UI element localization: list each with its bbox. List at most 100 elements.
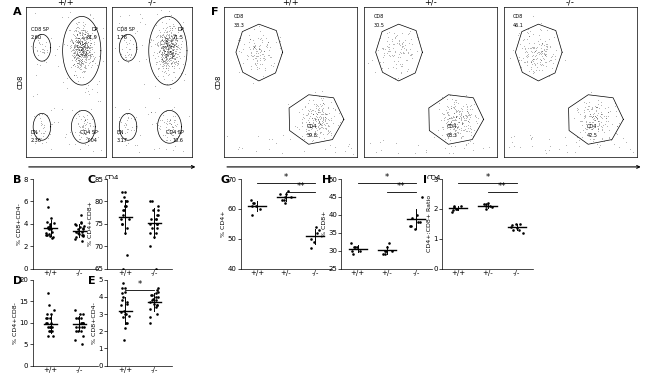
Point [536,57,546,63]
Point [120,230,130,236]
Point [88,55,99,61]
Point [531,56,541,62]
Point [89,27,99,33]
Point [529,60,539,66]
Point [77,123,88,129]
Point [158,31,168,37]
Point [397,40,408,46]
Point [505,55,515,61]
Point [314,93,324,99]
Point [450,117,460,123]
Point [168,50,178,56]
Point [449,120,460,126]
Point [323,127,333,133]
Point [536,42,547,48]
Point [72,37,82,43]
Point [250,45,260,51]
Point [166,36,176,42]
Point [72,50,82,56]
Point [576,118,586,124]
Point [157,41,167,47]
Point [112,131,123,137]
Point [406,37,417,43]
Point [75,51,85,57]
Point [165,54,176,60]
Point [421,147,432,153]
Point [530,47,540,53]
Point [122,41,132,47]
Point [591,107,601,113]
Point [168,31,178,37]
Point [461,141,471,147]
Point [72,328,83,334]
Point [384,29,395,35]
Point [320,116,330,122]
Point [70,43,80,49]
Point [462,103,473,109]
Point [81,59,91,65]
Point [26,132,36,138]
Point [159,44,170,50]
Point [528,44,539,50]
Point [69,51,79,57]
Point [164,137,175,143]
Point [81,38,92,44]
Point [533,51,543,57]
Point [79,58,89,64]
Point [164,16,174,22]
Text: DP: DP [91,27,98,32]
Point [254,45,265,51]
Point [75,44,86,50]
Point [161,35,172,41]
Point [245,197,255,203]
Point [76,57,86,63]
Point [167,25,177,31]
Point [304,127,315,133]
Point [77,68,88,73]
Point [92,128,103,134]
Text: B: B [13,175,21,185]
Point [124,40,135,46]
Point [265,54,275,60]
Point [79,40,90,46]
Point [164,85,175,91]
Point [296,136,307,142]
Point [164,126,175,132]
Point [159,59,169,65]
Point [72,50,82,56]
Point [405,46,415,51]
Point [77,27,87,33]
Point [75,47,86,53]
Point [157,49,168,55]
Point [82,45,92,51]
Point [379,50,389,56]
Point [465,123,476,129]
Point [42,219,52,225]
Point [166,43,177,49]
Point [481,201,491,207]
Point [73,60,84,66]
Point [65,129,75,135]
Point [157,25,168,31]
Text: H: H [322,175,331,185]
Point [73,42,83,48]
Point [39,58,49,64]
Point [162,37,172,43]
Point [158,41,168,47]
Point [311,133,321,139]
Point [38,50,48,56]
Point [250,42,260,48]
Point [271,39,281,45]
Point [118,266,128,272]
Point [259,54,269,60]
Point [77,40,87,46]
Point [460,112,470,118]
Point [175,55,185,61]
Point [70,46,80,52]
Point [122,140,133,146]
Point [152,32,162,38]
Point [166,106,177,112]
Point [536,41,547,47]
Point [166,49,177,55]
Point [166,127,177,133]
